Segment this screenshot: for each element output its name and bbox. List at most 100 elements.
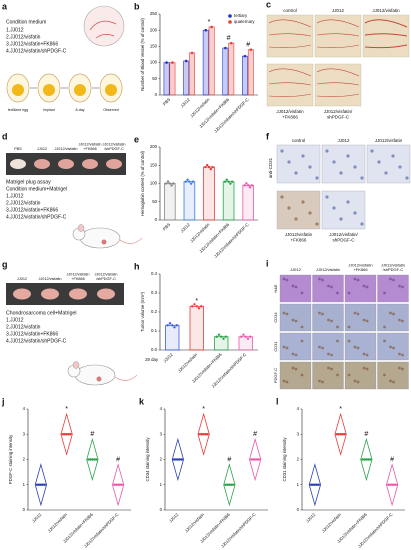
ihc-spot: [294, 319, 298, 323]
ihc-image: [276, 190, 321, 230]
ihc-spot: [353, 211, 357, 215]
violin-shape: [360, 437, 373, 482]
violin-dot: [116, 483, 120, 486]
ihc-spot: [356, 278, 360, 282]
violin-dot: [204, 433, 207, 436]
bar-dot: [188, 180, 191, 183]
stage-label: 8-day: [76, 108, 85, 112]
violin-dot: [200, 433, 203, 436]
x-tick-label: JJ012: [31, 511, 43, 523]
ihc-image: [377, 332, 409, 361]
bar: [164, 183, 176, 221]
image-label: JJ012/visfatin: [375, 138, 403, 143]
violin-dot: [341, 433, 344, 436]
x-tick-label: JJ012/visfatin: [321, 511, 343, 533]
ihc-spot: [300, 325, 304, 329]
ihc-spot: [401, 353, 404, 357]
ihc-spot: [384, 171, 388, 175]
mouse-body: [79, 227, 121, 249]
bar-dot: [204, 165, 207, 169]
bar-dot: [166, 324, 169, 327]
bar: [189, 305, 204, 351]
ihc-spot: [332, 206, 336, 210]
bar-dot: [229, 182, 232, 185]
violin-dot: [313, 483, 317, 486]
ihc-spot: [280, 195, 284, 199]
ihc-spot: [308, 165, 312, 169]
list-item: 2.JJ012/visfatin: [6, 34, 41, 40]
y-tick-label: 0: [155, 217, 158, 222]
ihc-spot: [365, 367, 369, 371]
ihc-spot: [392, 278, 395, 282]
bar-dot: [190, 51, 194, 55]
column-label: JJ012/visfatin: [316, 267, 340, 272]
ihc-spot: [336, 339, 339, 343]
ihc-spot: [301, 200, 305, 204]
ihc-spot: [325, 195, 329, 199]
annotation: #: [364, 431, 368, 438]
plug: [10, 159, 26, 169]
tumor: [97, 288, 115, 300]
y-tick-label: 4: [297, 406, 300, 411]
y-tick-label: 200: [150, 27, 158, 32]
vessel: [268, 82, 312, 86]
bar-dot: [248, 186, 252, 189]
y-tick-label: 2: [160, 457, 163, 462]
y-tick-label: 1: [297, 482, 300, 487]
yolk: [43, 84, 55, 96]
ihc-spot: [362, 318, 366, 322]
ihc-spot: [318, 345, 321, 349]
mouse-tail: [114, 374, 138, 381]
ihc-spot: [353, 277, 357, 281]
y-tick-label: 50: [152, 76, 157, 81]
list-item: 3.JJ012/visfatin+FK866: [6, 207, 58, 213]
vessel: [268, 44, 312, 48]
bar-dot: [217, 333, 221, 336]
violin-dot: [35, 483, 39, 486]
bar-dot: [165, 61, 168, 64]
bar: [202, 29, 209, 96]
vessel: [364, 19, 408, 28]
violin-dot: [43, 483, 46, 486]
violin-dot: [387, 483, 390, 486]
ihc-spot: [347, 325, 351, 329]
violin-dot: [392, 483, 396, 486]
ihc-spot: [330, 285, 333, 289]
y-tick-label: 150: [150, 44, 158, 49]
ihc-spot: [353, 165, 357, 169]
list-item: 2.JJ012/visfatin: [6, 200, 41, 206]
bar: [183, 60, 190, 96]
row-label: PDGF-C: [273, 368, 278, 383]
ihc-spot: [300, 291, 304, 295]
y-tick-label: 1: [23, 482, 26, 487]
ihc-spot: [392, 346, 395, 350]
vessel: [364, 33, 408, 37]
x-tick-label: JJ012: [168, 511, 180, 523]
ihc-image: [321, 190, 366, 230]
y-tick-label: 150: [150, 162, 158, 167]
x-tick-label: JJ012: [162, 351, 174, 363]
sample-label: JJ012/visfatin: [94, 272, 117, 276]
ihc-spot: [356, 312, 360, 316]
bar-dot: [230, 180, 234, 183]
ihc-spot: [347, 339, 351, 343]
violin-dot: [231, 483, 235, 486]
ihc-spot: [280, 149, 284, 153]
image-label: JJ012: [332, 8, 345, 13]
bar-dot: [242, 333, 245, 336]
row-label: CD34: [273, 312, 278, 323]
bar-dot: [249, 48, 253, 51]
violin-dot: [252, 458, 255, 461]
ihc-spot: [294, 171, 298, 175]
violin-dot: [253, 458, 257, 461]
ihc-image: [366, 144, 411, 184]
x-tick-label: JJ012: [305, 511, 317, 523]
column-label: /shPDGF-C: [383, 267, 404, 272]
ihc-spot: [287, 206, 291, 210]
panel-label: a: [2, 1, 8, 11]
ihc-spot: [398, 284, 401, 288]
tumor: [69, 288, 87, 300]
ihc-image: [312, 361, 344, 390]
bar: [222, 181, 235, 221]
